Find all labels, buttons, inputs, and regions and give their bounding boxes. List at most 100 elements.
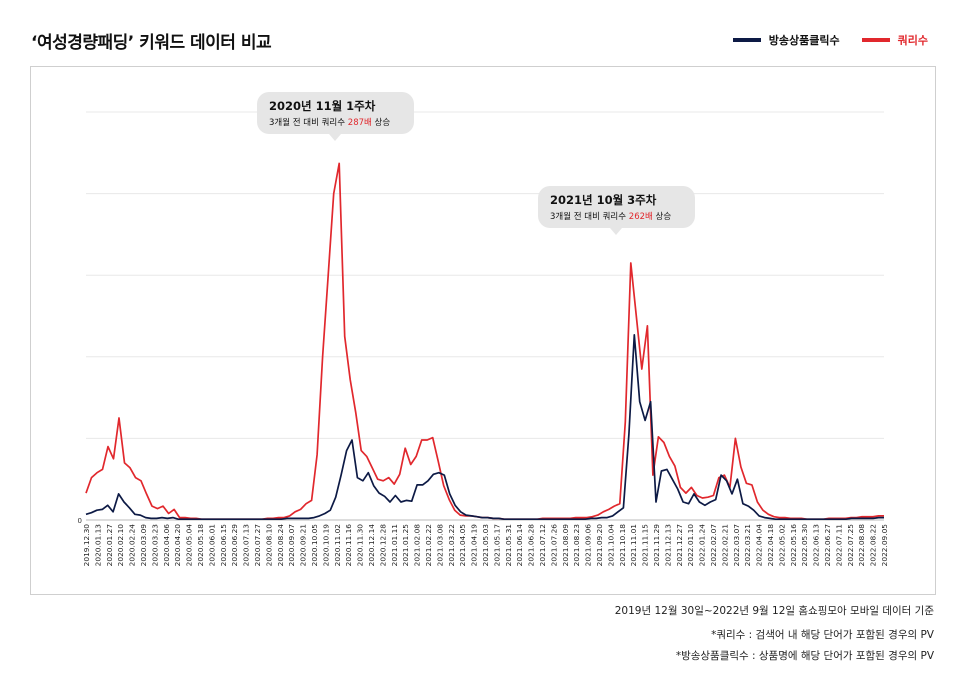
- x-tick-label: 2021.04.19: [470, 524, 479, 567]
- callout-2021-highlight: 262배: [628, 212, 653, 222]
- x-tick-label: 2021.07.12: [538, 524, 547, 566]
- y-tick-label: 0: [78, 517, 82, 525]
- x-tick-label: 2020.06.29: [230, 524, 239, 567]
- x-tick-label: 2022.07.25: [846, 524, 855, 567]
- callout-2021-peak: 2021년 10월 3주차 3개월 전 대비 쿼리수 262배 상승: [538, 186, 695, 235]
- callout-2021-pointer: [610, 228, 622, 235]
- x-tick-label: 2020.03.09: [139, 524, 148, 567]
- x-tick-label: 2020.11.30: [356, 524, 365, 567]
- x-tick-label: 2020.04.06: [162, 524, 171, 567]
- x-tick-label: 2020.09.21: [299, 524, 308, 567]
- x-tick-label: 2021.12.27: [675, 524, 684, 567]
- x-tick-label: 2022.04.18: [766, 524, 775, 567]
- x-tick-label: 2020.02.10: [116, 524, 125, 567]
- callout-2021-title: 2021년 10월 3주차: [550, 193, 657, 207]
- callout-2020-post: 상승: [371, 118, 391, 128]
- x-tick-label: 2020.12.28: [378, 524, 387, 567]
- x-tick-label: 2020.05.18: [196, 524, 205, 567]
- x-tick-label: 2021.11.01: [629, 524, 638, 567]
- x-tick-label: 2020.11.16: [344, 524, 353, 567]
- x-tick-label: 2021.08.23: [572, 524, 581, 567]
- x-tick-label: 2020.03.23: [150, 524, 159, 567]
- note-query-definition: *쿼리수 : 검색어 내 해당 단어가 포함된 경우의 PV: [711, 629, 934, 641]
- callout-2021-post: 상승: [652, 212, 672, 222]
- x-tick-label: 2022.02.07: [709, 524, 718, 567]
- series-line-1: [85, 162, 884, 521]
- x-tick-label: 2021.05.17: [492, 524, 501, 567]
- legend-label-clicks: 방송상품클릭수: [768, 34, 840, 47]
- x-tick-label: 2020.08.24: [276, 524, 285, 567]
- x-tick-label: 2020.04.20: [173, 524, 182, 567]
- legend-item-clicks: 방송상품클릭수: [732, 32, 840, 48]
- x-tick-label: 2019.12.30: [82, 524, 91, 567]
- x-tick-label: 2022.06.13: [812, 524, 821, 567]
- x-tick-label: 2021.08.09: [561, 524, 570, 567]
- x-tick-label: 2020.06.15: [219, 524, 228, 567]
- x-tick-label: 2021.06.28: [527, 524, 536, 567]
- x-tick-label: 2021.03.08: [435, 524, 444, 567]
- x-tick-label: 2020.10.19: [321, 524, 330, 567]
- x-tick-label: 2021.10.04: [606, 524, 615, 567]
- legend-item-queries: 쿼리수: [861, 32, 928, 48]
- x-tick-label: 2021.04.05: [458, 524, 467, 567]
- callout-2020-title: 2020년 11월 1주차: [269, 99, 376, 113]
- x-tick-label: 2021.05.03: [481, 524, 490, 567]
- chart-frame: [30, 66, 936, 595]
- x-tick-label: 2021.01.25: [401, 524, 410, 567]
- x-tick-label: 2020.07.27: [253, 524, 262, 567]
- series-line-0: [85, 333, 884, 521]
- x-tick-label: 2022.03.21: [743, 524, 752, 567]
- x-tick-label: 2022.02.21: [720, 524, 729, 567]
- x-tick-label: 2021.10.18: [618, 524, 627, 567]
- x-tick-label: 2022.01.10: [686, 524, 695, 567]
- x-tick-label: 2020.05.04: [185, 524, 194, 567]
- callout-2020-pre: 3개월 전 대비 쿼리수: [269, 118, 348, 128]
- callout-2021-pre: 3개월 전 대비 쿼리수: [550, 212, 629, 222]
- x-tick-label: 2020.09.07: [287, 524, 296, 567]
- x-tick-label: 2021.09.20: [595, 524, 604, 567]
- callout-2020-peak: 2020년 11월 1주차 3개월 전 대비 쿼리수 287배 상승: [257, 92, 414, 141]
- x-tick-label: 2022.04.04: [755, 524, 764, 567]
- callout-2020-pointer: [329, 134, 341, 141]
- x-tick-label: 2022.05.02: [777, 524, 786, 566]
- x-tick-label: 2022.05.16: [789, 524, 798, 567]
- x-tick-label: 2020.06.01: [207, 524, 216, 567]
- x-tick-label: 2021.02.22: [424, 524, 433, 566]
- x-tick-label: 2020.01.27: [105, 524, 114, 567]
- x-tick-label: 2021.07.26: [549, 524, 558, 567]
- x-tick-label: 2021.02.08: [413, 524, 422, 567]
- x-tick-label: 2022.08.22: [869, 524, 878, 566]
- callout-2020-text: 3개월 전 대비 쿼리수 287배 상승: [269, 116, 402, 128]
- legend: 방송상품클릭수 쿼리수: [711, 32, 928, 48]
- legend-swatch-queries: [861, 38, 890, 42]
- x-tick-label: 2020.07.13: [242, 524, 251, 567]
- x-tick-label: 2022.05.30: [800, 524, 809, 567]
- x-tick-label: 2022.09.05: [880, 524, 889, 567]
- x-tick-label: 2021.09.06: [584, 524, 593, 567]
- callout-2020-highlight: 287배: [347, 118, 372, 128]
- x-tick-label: 2022.08.08: [857, 524, 866, 567]
- x-tick-label: 2022.07.11: [834, 524, 843, 567]
- x-tick-label: 2021.01.11: [390, 524, 399, 567]
- x-tick-label: 2022.03.07: [732, 524, 741, 567]
- chart-title: ‘여성경량패딩’ 키워드 데이터 비교: [31, 33, 272, 53]
- x-tick-label: 2022.06.27: [823, 524, 832, 567]
- x-tick-label: 2020.10.05: [310, 524, 319, 567]
- x-tick-label: 2021.06.14: [515, 524, 524, 567]
- x-tick-label: 2021.11.29: [652, 524, 661, 567]
- x-tick-label: 2020.08.10: [264, 524, 273, 567]
- note-period: 2019년 12월 30일~2022년 9월 12일 홈쇼핑모아 모바일 데이터…: [614, 605, 934, 617]
- x-tick-label: 2021.12.13: [663, 524, 672, 567]
- x-tick-label: 2020.11.02: [333, 524, 342, 566]
- x-tick-label: 2021.03.22: [447, 524, 456, 566]
- callout-2021-text: 3개월 전 대비 쿼리수 262배 상승: [550, 210, 683, 222]
- x-tick-label: 2021.11.15: [641, 524, 650, 567]
- x-tick-label: 2022.01.24: [698, 524, 707, 567]
- x-tick-label: 2020.12.14: [367, 524, 376, 567]
- x-tick-label: 2020.02.24: [128, 524, 137, 567]
- x-tick-label: 2020.01.13: [93, 524, 102, 567]
- legend-label-queries: 쿼리수: [897, 34, 928, 47]
- x-tick-label: 2021.05.31: [504, 524, 513, 567]
- note-click-definition: *방송상품클릭수 : 상품명에 해당 단어가 포함된 경우의 PV: [675, 650, 934, 662]
